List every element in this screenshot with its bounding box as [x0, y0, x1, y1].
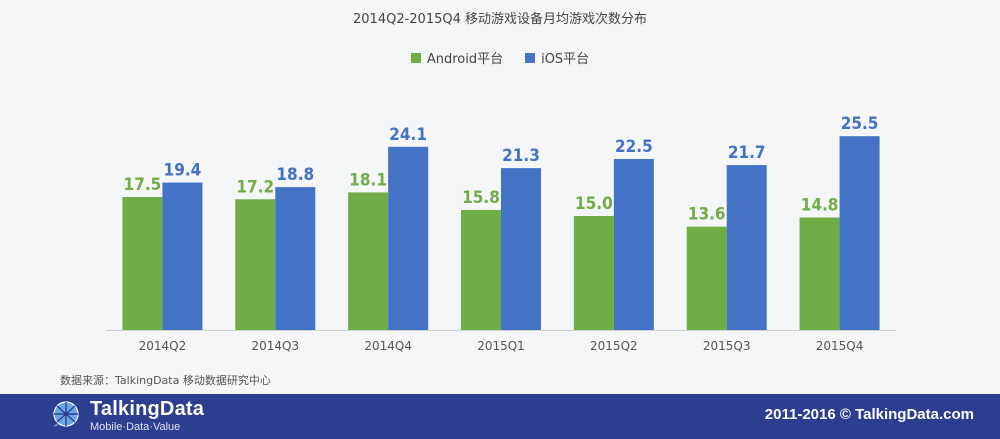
- data-label-android-2015Q2: 15.0: [575, 194, 613, 214]
- data-label-android-2015Q4: 14.8: [801, 196, 839, 216]
- data-label-android-2014Q4: 18.1: [349, 170, 387, 190]
- data-label-ios-2015Q4: 25.5: [841, 114, 879, 134]
- bar-ios-2015Q2: [613, 159, 654, 330]
- bar-android-2015Q3: [686, 226, 727, 330]
- x-tick-label-2015Q4: 2015Q4: [816, 339, 864, 353]
- copyright-text: 2011-2016 © TalkingData.com: [764, 406, 974, 423]
- legend-label-ios: iOS平台: [541, 52, 590, 67]
- bar-android-2015Q1: [461, 209, 501, 330]
- data-label-android-2015Q3: 13.6: [688, 205, 726, 225]
- legend-swatch-android: [410, 52, 421, 63]
- bar-ios-2015Q1: [501, 168, 541, 330]
- logo-tagline: Mobile·Data·Value: [90, 421, 181, 433]
- bar-android-2014Q3: [235, 199, 276, 330]
- data-source-note: 数据来源：TalkingData 移动数据研究中心: [60, 374, 271, 387]
- legend-swatch-ios: [525, 52, 536, 63]
- legend-item-android: Android平台: [410, 48, 504, 67]
- data-label-ios-2014Q3: 18.8: [276, 165, 314, 185]
- footer-bar: TalkingData Mobile·Data·Value 2011-2016 …: [0, 394, 1000, 439]
- bar-ios-2014Q2: [162, 182, 203, 330]
- x-tick-label-2014Q2: 2014Q2: [139, 339, 187, 353]
- bar-android-2015Q4: [799, 217, 840, 330]
- x-tick-label-2014Q4: 2014Q4: [364, 339, 412, 353]
- data-label-ios-2014Q4: 24.1: [389, 125, 427, 145]
- data-label-ios-2014Q2: 19.4: [164, 161, 202, 181]
- bar-ios-2015Q4: [839, 136, 880, 330]
- talkingdata-logo-icon: [53, 401, 79, 427]
- data-label-ios-2015Q2: 22.5: [615, 137, 653, 157]
- chart-title: 2014Q2-2015Q4 移动游戏设备月均游戏次数分布: [353, 12, 647, 27]
- data-label-android-2014Q3: 17.2: [236, 177, 274, 197]
- data-label-android-2015Q1: 15.8: [462, 188, 500, 208]
- x-tick-label-2015Q1: 2015Q1: [477, 339, 525, 353]
- x-tick-label-2015Q2: 2015Q2: [590, 339, 638, 353]
- legend-label-android: Android平台: [426, 52, 504, 67]
- bar-ios-2015Q3: [726, 165, 767, 330]
- bar-ios-2014Q4: [388, 146, 429, 330]
- bar-ios-2014Q3: [275, 187, 316, 330]
- bar-android-2015Q2: [573, 216, 614, 330]
- data-label-ios-2015Q3: 21.7: [728, 143, 766, 163]
- legend: Android平台 iOS平台: [0, 48, 1000, 67]
- logo-name: TalkingData: [90, 398, 205, 420]
- data-label-ios-2015Q1: 21.3: [502, 146, 540, 166]
- legend-item-ios: iOS平台: [525, 48, 589, 67]
- bar-android-2014Q4: [348, 192, 389, 330]
- bar-android-2014Q2: [122, 197, 163, 330]
- bar-chart: 17.519.4 2014Q2 17.218.8 2014Q3 18.1 24.1 2014…: [106, 114, 896, 353]
- x-tick-label-2015Q3: 2015Q3: [703, 339, 751, 353]
- x-tick-label-2014Q3: 2014Q3: [251, 339, 299, 353]
- data-label-android-2014Q2: 17.5: [124, 175, 162, 195]
